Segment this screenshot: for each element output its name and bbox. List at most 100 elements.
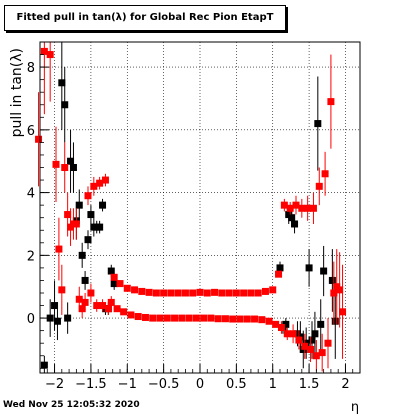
data-point	[286, 204, 294, 212]
data-point	[308, 336, 316, 344]
data-point	[93, 302, 101, 310]
data-point	[317, 320, 325, 328]
data-point	[292, 201, 300, 209]
y-tick-label: 8	[27, 61, 35, 76]
data-point	[304, 204, 312, 212]
data-point	[64, 314, 72, 322]
data-point	[46, 51, 54, 59]
x-tick-label: −0.5	[148, 377, 180, 392]
data-point	[320, 267, 328, 275]
data-point	[101, 176, 109, 184]
data-point	[160, 289, 168, 297]
data-point	[247, 289, 255, 297]
data-point	[40, 47, 48, 55]
x-tick-label: −1.5	[75, 377, 107, 392]
data-point	[107, 267, 115, 275]
data-point	[113, 305, 121, 313]
data-point	[318, 349, 326, 357]
x-tick-label: −1	[118, 377, 137, 392]
data-point	[156, 314, 164, 322]
data-point	[258, 316, 266, 324]
data-point	[240, 289, 248, 297]
y-axis-label: pull in tan(λ)	[9, 48, 25, 137]
data-point	[120, 308, 128, 316]
data-point	[145, 288, 153, 296]
data-point	[291, 220, 299, 228]
data-point	[96, 223, 104, 231]
data-point	[110, 280, 118, 288]
data-point	[149, 314, 157, 322]
data-point	[330, 289, 338, 297]
x-tick-label: 0.5	[226, 377, 247, 392]
chart-title: Fitted pull in tan(λ) for Global Rec Pio…	[4, 5, 286, 31]
data-point	[138, 287, 146, 295]
data-point	[288, 214, 296, 222]
data-point	[75, 201, 83, 209]
data-point	[339, 308, 347, 316]
data-point	[99, 302, 107, 310]
data-point	[67, 157, 75, 165]
x-tick-label: 0	[196, 377, 204, 392]
data-point	[35, 135, 43, 143]
data-point	[167, 289, 175, 297]
data-point	[84, 192, 92, 200]
data-point	[72, 220, 80, 228]
data-point	[280, 201, 288, 209]
data-point	[328, 276, 336, 284]
data-point	[232, 289, 240, 297]
data-point	[78, 251, 86, 259]
data-point	[185, 314, 193, 322]
data-point	[61, 163, 69, 171]
data-point	[141, 313, 149, 321]
data-point	[196, 288, 204, 296]
data-point	[221, 315, 229, 323]
data-point	[58, 79, 66, 87]
data-point	[214, 315, 222, 323]
data-point	[87, 211, 95, 219]
data-point	[178, 314, 186, 322]
data-point	[295, 336, 303, 344]
y-tick-label: 6	[27, 124, 35, 139]
data-point	[309, 204, 317, 212]
data-point	[192, 314, 200, 322]
data-point	[69, 163, 77, 171]
x-tick-label: 1.5	[299, 377, 320, 392]
data-point	[261, 287, 269, 295]
data-point	[123, 284, 131, 292]
data-point	[327, 98, 335, 106]
data-point	[152, 289, 160, 297]
data-point	[254, 289, 262, 297]
data-point	[116, 280, 124, 288]
data-point	[218, 289, 226, 297]
data-point	[104, 305, 112, 313]
data-point	[298, 204, 306, 212]
data-point	[87, 289, 95, 297]
data-point	[163, 314, 171, 322]
data-point	[203, 289, 211, 297]
data-point	[265, 317, 273, 325]
data-point	[307, 345, 315, 353]
data-point	[61, 101, 69, 109]
data-point	[225, 289, 233, 297]
data-point	[275, 270, 283, 278]
data-point	[331, 317, 339, 325]
data-point	[312, 352, 320, 360]
data-point	[46, 314, 54, 322]
data-point	[282, 320, 290, 328]
data-point	[58, 286, 66, 294]
data-point	[311, 330, 319, 338]
axis-ticks: −2 −1.5 −1 −0.5 0 0.5 1 1.5 2 0 2 4 6 8	[27, 54, 361, 392]
data-point	[174, 289, 182, 297]
data-point	[243, 315, 251, 323]
data-point	[64, 211, 72, 219]
data-point	[110, 273, 118, 281]
x-tick-label: −2	[45, 377, 64, 392]
data-point	[269, 286, 277, 294]
data-point	[283, 330, 291, 338]
data-point	[277, 324, 285, 332]
y-tick-label: 4	[27, 187, 35, 202]
data-point	[107, 298, 115, 306]
data-point	[55, 245, 63, 253]
data-point	[314, 120, 322, 128]
